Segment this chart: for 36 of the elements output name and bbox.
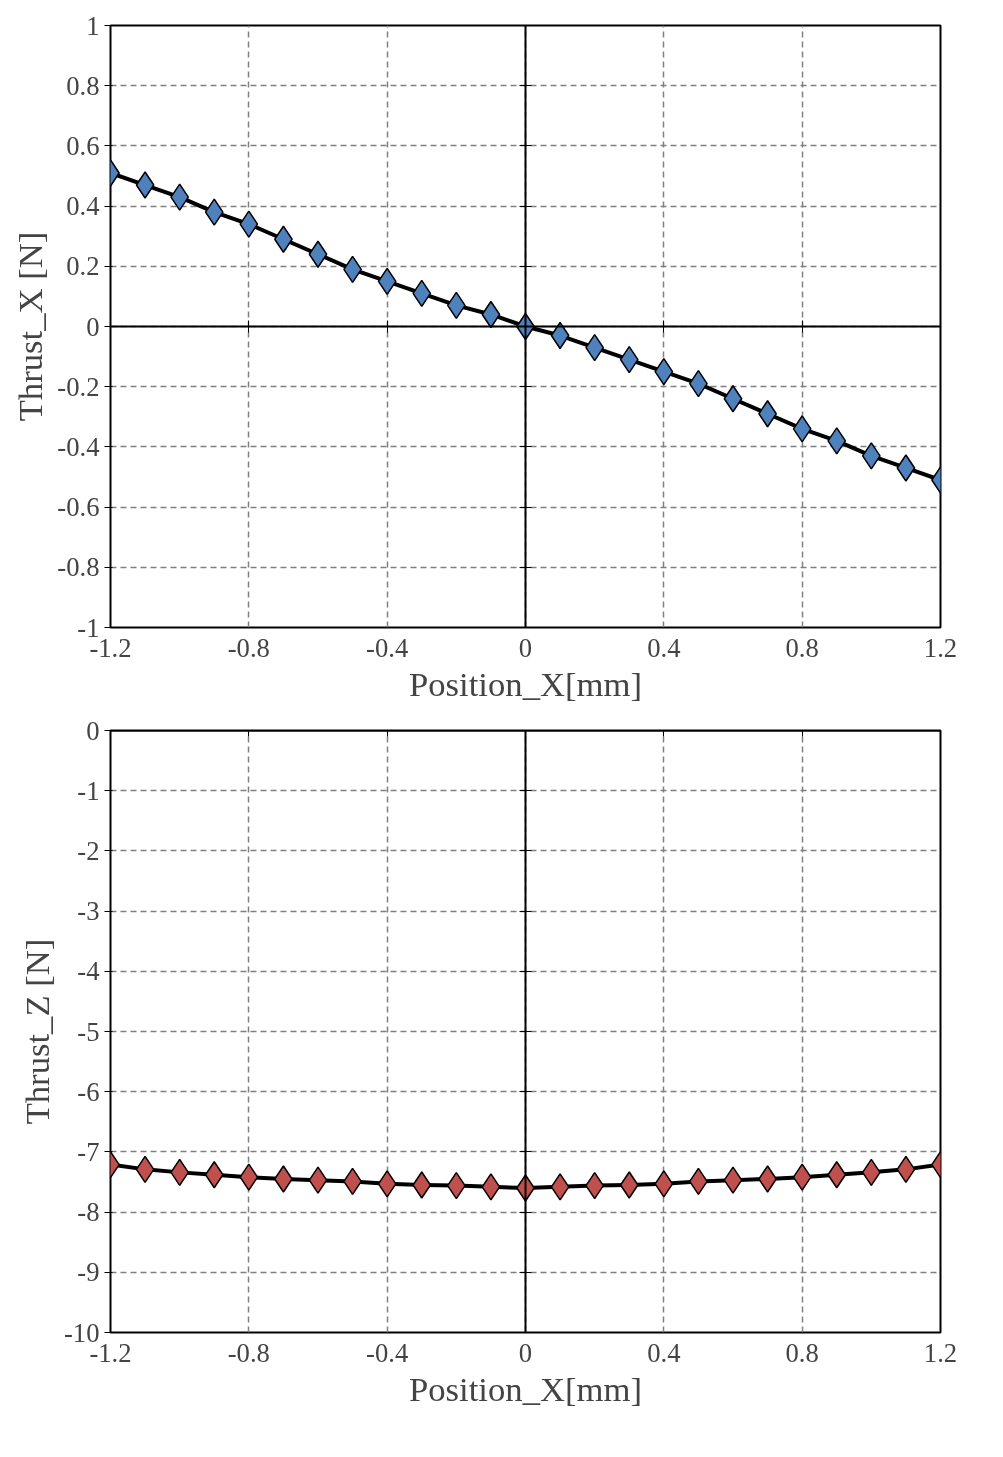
x-tick-label: 0 <box>518 632 533 663</box>
x-axis-title: Position_X[mm] <box>409 664 642 703</box>
y-tick-label: -1 <box>77 775 100 806</box>
y-tick-label: -0.6 <box>57 492 100 523</box>
y-tick-label: -0.2 <box>57 371 100 402</box>
x-tick-label: 1.2 <box>923 632 958 663</box>
y-tick-label: 0.6 <box>66 130 100 161</box>
y-tick-label: -6 <box>77 1076 100 1107</box>
x-tick-label: -0.4 <box>366 632 409 663</box>
y-axis-title: Thrust_Z [N] <box>17 938 56 1125</box>
x-tick-label: -0.8 <box>227 632 270 663</box>
y-tick-label: -5 <box>77 1016 100 1047</box>
y-tick-label: -8 <box>77 1197 100 1228</box>
y-tick-label: -3 <box>77 896 100 927</box>
x-tick-label: 1.2 <box>923 1337 958 1368</box>
y-tick-label: -2 <box>77 835 100 866</box>
x-tick-label: 0.4 <box>647 1337 681 1368</box>
y-tick-label: 1 <box>86 10 100 41</box>
y-tick-label: 0 <box>86 311 100 342</box>
y-tick-label: 0 <box>86 715 100 746</box>
y-axis-title: Thrust_X [N] <box>11 231 50 422</box>
x-tick-label: -0.8 <box>227 1337 270 1368</box>
y-tick-label: -7 <box>77 1136 100 1167</box>
y-tick-label: -0.8 <box>57 552 100 583</box>
y-tick-label: 0.2 <box>66 251 100 282</box>
y-tick-label: 0.4 <box>66 191 100 222</box>
y-tick-label: -4 <box>77 956 100 987</box>
x-tick-label: 0.8 <box>785 632 819 663</box>
y-tick-label: -9 <box>77 1257 100 1288</box>
x-tick-label: -0.4 <box>366 1337 409 1368</box>
x-tick-label: 0 <box>518 1337 533 1368</box>
y-tick-label: -0.4 <box>57 431 100 462</box>
y-tick-label: 0.8 <box>66 70 100 101</box>
x-tick-label: 0.4 <box>647 632 681 663</box>
x-axis-title: Position_X[mm] <box>409 1369 642 1408</box>
x-tick-label: 0.8 <box>785 1337 819 1368</box>
